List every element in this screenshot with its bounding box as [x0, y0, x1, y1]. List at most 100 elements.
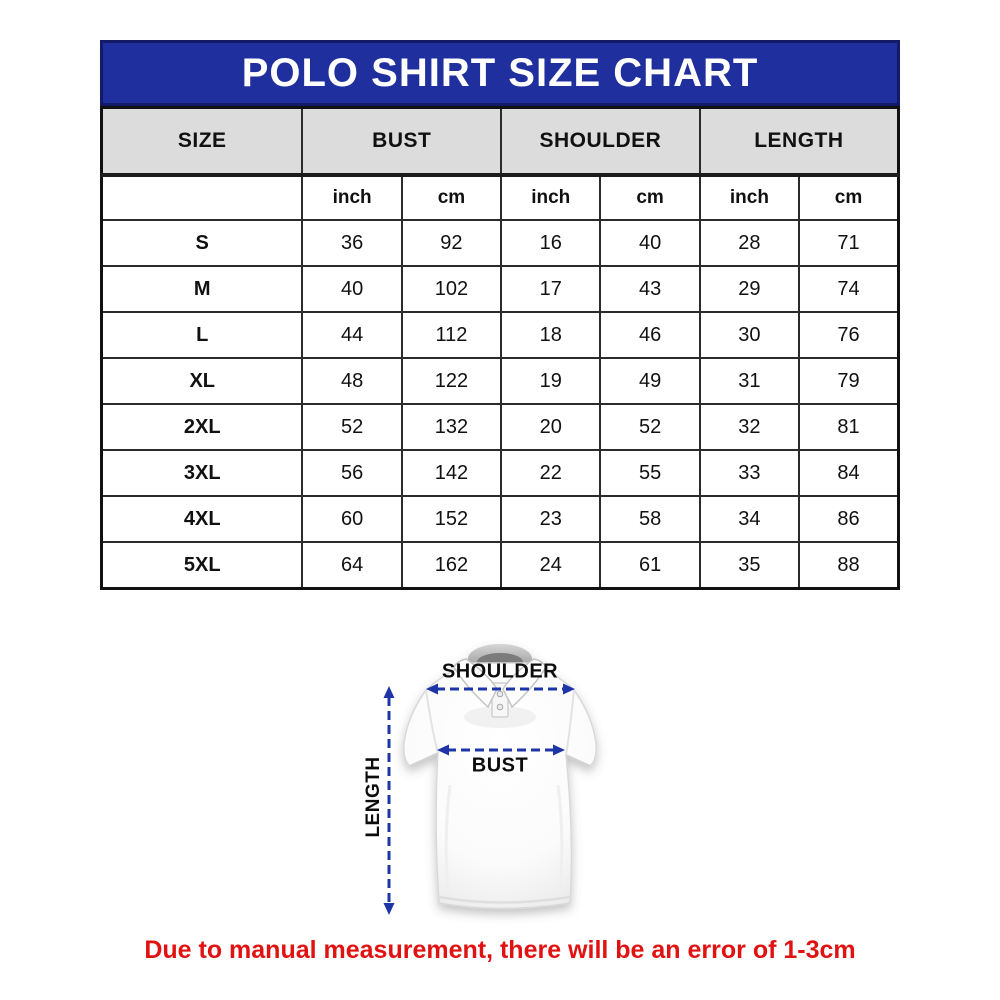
value-cell: 40 — [599, 219, 701, 267]
unit-header-length-cm: cm — [798, 174, 900, 221]
value-cell: 86 — [798, 495, 900, 543]
value-cell: 16 — [500, 219, 602, 267]
value-cell: 152 — [400, 495, 503, 543]
value-cell: 43 — [599, 265, 701, 313]
value-cell: 64 — [301, 541, 403, 590]
group-header-length: LENGTH — [698, 106, 900, 177]
fold-line — [556, 784, 564, 898]
shirt-collar — [453, 658, 547, 709]
value-cell: 32 — [698, 403, 801, 451]
value-cell: 79 — [798, 357, 900, 405]
size-cell: 5XL — [100, 541, 304, 590]
group-header-size: SIZE — [100, 106, 304, 177]
unit-header-empty — [100, 174, 304, 221]
unit-header-shoulder-inch: inch — [500, 174, 602, 221]
chart-title-bar: POLO SHIRT SIZE CHART — [100, 40, 900, 106]
size-cell: 2XL — [100, 403, 304, 451]
value-cell: 102 — [400, 265, 503, 313]
left-sleeve-seam — [409, 752, 439, 767]
group-header-shoulder: SHOULDER — [500, 106, 701, 177]
value-cell: 44 — [301, 311, 403, 359]
unit-header-shoulder-cm: cm — [599, 174, 701, 221]
value-cell: 56 — [301, 449, 403, 497]
unit-header-bust-cm: cm — [400, 174, 503, 221]
value-cell: 52 — [301, 403, 403, 451]
unit-header-length-inch: inch — [698, 174, 801, 221]
size-table-container: SIZE BUST SHOULDER LENGTH inch cm inch c… — [100, 106, 900, 590]
value-cell: 49 — [599, 357, 701, 405]
size-row-xl: XL 48 122 19 49 31 79 — [100, 357, 900, 405]
value-cell: 58 — [599, 495, 701, 543]
polo-shirt-illustration — [383, 644, 597, 915]
value-cell: 19 — [500, 357, 602, 405]
group-header-row: SIZE BUST SHOULDER LENGTH — [100, 106, 900, 177]
length-arrow — [383, 686, 395, 915]
size-table: SIZE BUST SHOULDER LENGTH inch cm inch c… — [100, 106, 900, 590]
value-cell: 29 — [698, 265, 801, 313]
size-row-5xl: 5XL 64 162 24 61 35 88 — [100, 541, 900, 590]
value-cell: 40 — [301, 265, 403, 313]
size-row-4xl: 4XL 60 152 23 58 34 86 — [100, 495, 900, 543]
value-cell: 52 — [599, 403, 701, 451]
value-cell: 88 — [798, 541, 900, 590]
size-cell: XL — [100, 357, 304, 405]
size-cell: S — [100, 219, 304, 267]
value-cell: 112 — [400, 311, 503, 359]
size-row-3xl: 3XL 56 142 22 55 33 84 — [100, 449, 900, 497]
size-cell: M — [100, 265, 304, 313]
value-cell: 33 — [698, 449, 801, 497]
value-cell: 92 — [400, 219, 503, 267]
value-cell: 60 — [301, 495, 403, 543]
right-underarm-seam — [565, 689, 575, 756]
left-underarm-seam — [425, 689, 439, 754]
length-label: LENGTH — [363, 756, 384, 838]
hem-seam — [438, 895, 571, 904]
right-sleeve-seam — [565, 754, 591, 767]
value-cell: 162 — [400, 541, 503, 590]
size-row-2xl: 2XL 52 132 20 52 32 81 — [100, 403, 900, 451]
size-row-s: S 36 92 16 40 28 71 — [100, 219, 900, 267]
value-cell: 28 — [698, 219, 801, 267]
measurement-disclaimer: Due to manual measurement, there will be… — [144, 936, 856, 964]
value-cell: 122 — [400, 357, 503, 405]
value-cell: 61 — [599, 541, 701, 590]
shirt-measurement-diagram — [340, 635, 670, 945]
value-cell: 81 — [798, 403, 900, 451]
group-header-bust: BUST — [301, 106, 503, 177]
unit-header-row: inch cm inch cm inch cm — [100, 174, 900, 221]
value-cell: 142 — [400, 449, 503, 497]
value-cell: 55 — [599, 449, 701, 497]
value-cell: 76 — [798, 311, 900, 359]
size-row-m: M 40 102 17 43 29 74 — [100, 265, 900, 313]
size-cell: 4XL — [100, 495, 304, 543]
value-cell: 74 — [798, 265, 900, 313]
size-row-l: L 44 112 18 46 30 76 — [100, 311, 900, 359]
value-cell: 23 — [500, 495, 602, 543]
button — [496, 703, 504, 711]
value-cell: 48 — [301, 357, 403, 405]
value-cell: 22 — [500, 449, 602, 497]
page-title: POLO SHIRT SIZE CHART — [241, 50, 759, 95]
value-cell: 18 — [500, 311, 602, 359]
fold-line — [444, 784, 452, 898]
value-cell: 30 — [698, 311, 801, 359]
value-cell: 132 — [400, 403, 503, 451]
button — [496, 690, 504, 698]
unit-header-bust-inch: inch — [301, 174, 403, 221]
value-cell: 36 — [301, 219, 403, 267]
value-cell: 84 — [798, 449, 900, 497]
value-cell: 20 — [500, 403, 602, 451]
shirt-silhouette — [403, 662, 597, 910]
bust-label: BUST — [471, 754, 529, 777]
size-cell: L — [100, 311, 304, 359]
shoulder-arrow — [426, 683, 575, 695]
value-cell: 24 — [500, 541, 602, 590]
measurement-arrows — [383, 683, 575, 915]
shirt-body — [403, 644, 597, 910]
size-cell: 3XL — [100, 449, 304, 497]
value-cell: 17 — [500, 265, 602, 313]
value-cell: 35 — [698, 541, 801, 590]
value-cell: 71 — [798, 219, 900, 267]
bust-arrow — [437, 744, 565, 756]
